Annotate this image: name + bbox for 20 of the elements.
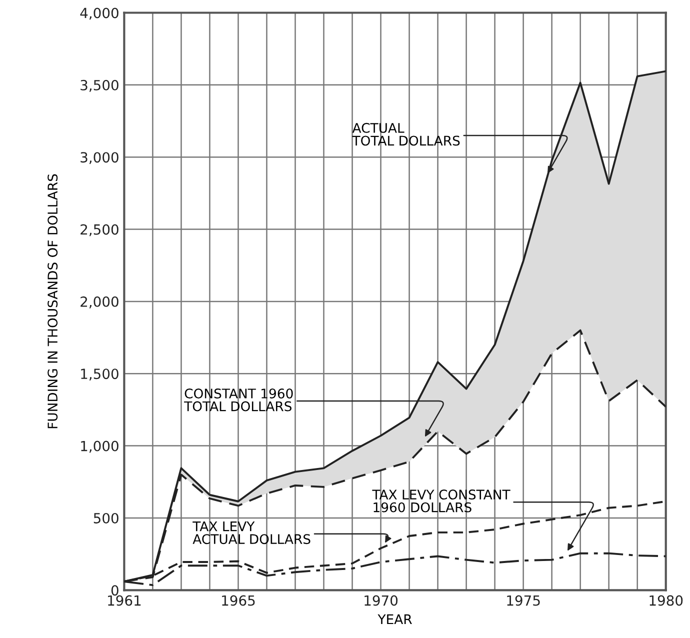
x-tick-label: 1965 — [222, 595, 255, 606]
y-tick-label: 1,500 — [81, 368, 118, 381]
y-tick-label: 3,500 — [80, 80, 118, 92]
y-tick-label: 1,000 — [81, 440, 118, 453]
x-tick-label: 1961 — [108, 595, 141, 606]
x-tick-label: 1970 — [364, 595, 398, 606]
x-tick-label: 1980 — [650, 595, 683, 606]
y-tick-label: 0 — [111, 585, 118, 596]
y-tick-label: 500 — [94, 512, 118, 524]
y-tick-label: 2,000 — [80, 296, 118, 308]
y-tick-label: 4,000 — [80, 8, 118, 20]
y-tick-label: 3,000 — [80, 152, 118, 164]
y-tick-label: 2,500 — [80, 224, 118, 236]
y-axis-title: FUNDING IN THOUSANDS OF DOLLARS — [48, 174, 58, 428]
annotation: TAX LEVY CONSTANT 1960 DOLLARS — [372, 490, 510, 512]
annotation: ACTUAL TOTAL DOLLARS — [352, 122, 460, 146]
x-axis-title: YEAR — [378, 614, 412, 624]
annotation: CONSTANT 1960 TOTAL DOLLARS — [184, 388, 293, 412]
x-tick-label: 1975 — [507, 595, 540, 606]
annotation: TAX LEVY ACTUAL DOLLARS — [192, 521, 310, 544]
